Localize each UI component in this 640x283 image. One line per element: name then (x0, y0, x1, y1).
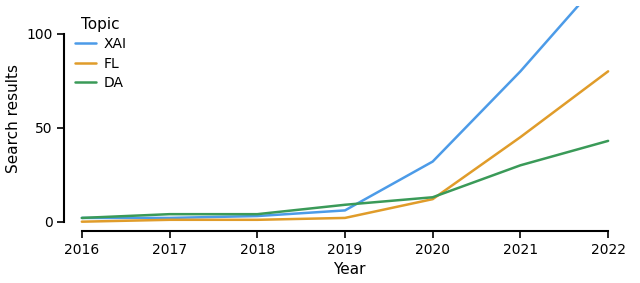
XAI (253, 214, 261, 218)
Line: FL: FL (82, 71, 608, 222)
FL (429, 198, 436, 201)
XAI (78, 216, 86, 220)
X-axis label: Year: Year (333, 262, 365, 277)
Y-axis label: Search results: Search results (6, 64, 20, 173)
XAI (429, 160, 436, 163)
FL (341, 216, 349, 220)
DA (166, 213, 173, 216)
FL (516, 135, 524, 139)
DA (253, 213, 261, 216)
FL (166, 218, 173, 222)
DA (604, 139, 612, 143)
DA (78, 216, 86, 220)
XAI (166, 216, 173, 220)
XAI (341, 209, 349, 212)
Line: DA: DA (82, 141, 608, 218)
Legend: XAI, FL, DA: XAI, FL, DA (71, 12, 131, 95)
XAI (516, 70, 524, 73)
DA (516, 164, 524, 167)
DA (341, 203, 349, 207)
Line: XAI: XAI (82, 0, 608, 218)
FL (78, 220, 86, 223)
FL (604, 70, 612, 73)
FL (253, 218, 261, 222)
DA (429, 196, 436, 199)
